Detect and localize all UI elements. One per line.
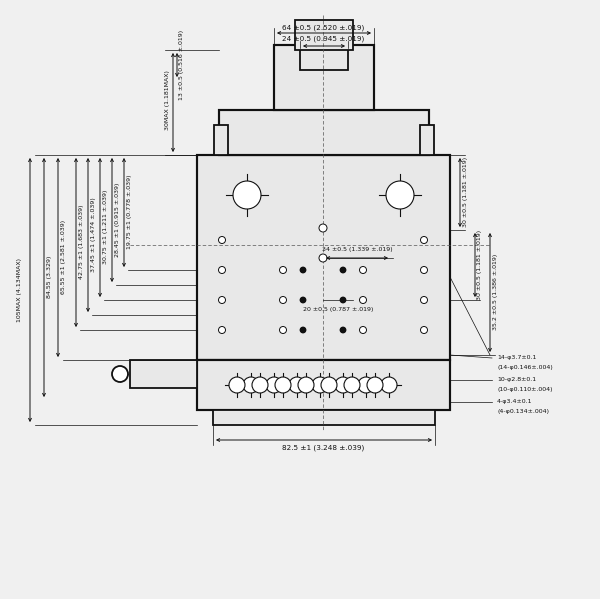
Text: 19.75 ±1 (0.778 ±.039): 19.75 ±1 (0.778 ±.039) bbox=[127, 175, 131, 249]
Circle shape bbox=[266, 377, 282, 393]
Circle shape bbox=[335, 377, 351, 393]
Circle shape bbox=[421, 326, 427, 334]
Text: 64 ±0.5 (2.520 ±.019): 64 ±0.5 (2.520 ±.019) bbox=[282, 25, 364, 31]
Bar bbox=[214, 125, 228, 155]
Circle shape bbox=[301, 298, 305, 302]
Text: 4-φ3.4±0.1: 4-φ3.4±0.1 bbox=[497, 400, 533, 404]
Circle shape bbox=[301, 328, 305, 332]
Bar bbox=[420, 125, 434, 155]
Circle shape bbox=[359, 297, 367, 304]
Circle shape bbox=[321, 377, 337, 393]
Circle shape bbox=[233, 181, 261, 209]
Text: 30 ±0.5 (1.181 ±.019): 30 ±0.5 (1.181 ±.019) bbox=[463, 157, 467, 227]
Bar bbox=[300, 48, 348, 70]
Text: 65.55 ±1 (2.581 ±.039): 65.55 ±1 (2.581 ±.039) bbox=[61, 220, 65, 294]
Text: 14-φ3.7±0.1: 14-φ3.7±0.1 bbox=[497, 355, 536, 361]
Text: 42.75 ±1 (1.683 ±.039): 42.75 ±1 (1.683 ±.039) bbox=[79, 205, 83, 279]
Text: 105MAX (4.134MAX): 105MAX (4.134MAX) bbox=[17, 258, 23, 322]
Circle shape bbox=[421, 237, 427, 244]
Text: 13 ±0.5 (0.516 ±.019): 13 ±0.5 (0.516 ±.019) bbox=[179, 30, 185, 100]
Text: 30.75 ±1 (1.211 ±.039): 30.75 ±1 (1.211 ±.039) bbox=[103, 190, 107, 264]
Circle shape bbox=[359, 326, 367, 334]
Text: 35.2 ±0.5 (1.386 ±.019): 35.2 ±0.5 (1.386 ±.019) bbox=[493, 254, 497, 330]
Bar bbox=[197, 155, 450, 360]
Bar bbox=[197, 360, 450, 410]
Text: 24 ±0.5 (0.945 ±.019): 24 ±0.5 (0.945 ±.019) bbox=[282, 36, 364, 43]
Circle shape bbox=[218, 297, 226, 304]
Circle shape bbox=[386, 181, 414, 209]
Text: 20 ±0.5 (0.787 ±.019): 20 ±0.5 (0.787 ±.019) bbox=[303, 307, 373, 313]
Circle shape bbox=[319, 224, 327, 232]
Circle shape bbox=[275, 377, 291, 393]
Circle shape bbox=[359, 267, 367, 274]
Circle shape bbox=[358, 377, 374, 393]
Bar bbox=[219, 110, 429, 155]
Circle shape bbox=[229, 377, 245, 393]
Text: (10-φ0.110±.004): (10-φ0.110±.004) bbox=[497, 388, 553, 392]
Circle shape bbox=[341, 268, 346, 273]
Circle shape bbox=[252, 377, 268, 393]
Bar bbox=[130, 360, 197, 388]
Circle shape bbox=[367, 377, 383, 393]
Circle shape bbox=[298, 377, 314, 393]
Text: 34 ±0.5 (1.339 ±.019): 34 ±0.5 (1.339 ±.019) bbox=[322, 247, 392, 253]
Circle shape bbox=[280, 297, 287, 304]
Circle shape bbox=[381, 377, 397, 393]
Text: 37.45 ±1 (1.474 ±.039): 37.45 ±1 (1.474 ±.039) bbox=[91, 198, 95, 273]
Text: (4-φ0.134±.004): (4-φ0.134±.004) bbox=[497, 410, 549, 415]
Bar bbox=[213, 410, 435, 425]
Circle shape bbox=[319, 254, 327, 262]
Circle shape bbox=[289, 377, 305, 393]
Text: 84.55 (3.329): 84.55 (3.329) bbox=[47, 256, 52, 298]
Text: 30 ±0.5 (1.181 ±.019): 30 ±0.5 (1.181 ±.019) bbox=[478, 230, 482, 300]
Circle shape bbox=[112, 366, 128, 382]
Circle shape bbox=[218, 237, 226, 244]
Circle shape bbox=[344, 377, 360, 393]
Circle shape bbox=[421, 297, 427, 304]
Bar bbox=[274, 45, 374, 110]
Circle shape bbox=[218, 326, 226, 334]
Circle shape bbox=[280, 326, 287, 334]
Bar bbox=[295, 20, 353, 50]
Circle shape bbox=[341, 298, 346, 302]
Circle shape bbox=[341, 328, 346, 332]
Circle shape bbox=[312, 377, 328, 393]
Text: 82.5 ±1 (3.248 ±.039): 82.5 ±1 (3.248 ±.039) bbox=[282, 444, 364, 451]
Text: 30MAX (1.181MAX): 30MAX (1.181MAX) bbox=[164, 70, 170, 130]
Circle shape bbox=[301, 268, 305, 273]
Circle shape bbox=[421, 267, 427, 274]
Circle shape bbox=[218, 267, 226, 274]
Text: (14-φ0.146±.004): (14-φ0.146±.004) bbox=[497, 365, 553, 371]
Text: 28.45 ±1 (0.915 ±.039): 28.45 ±1 (0.915 ±.039) bbox=[115, 183, 119, 257]
Circle shape bbox=[243, 377, 259, 393]
Circle shape bbox=[280, 267, 287, 274]
Text: 10-φ2.8±0.1: 10-φ2.8±0.1 bbox=[497, 377, 536, 383]
